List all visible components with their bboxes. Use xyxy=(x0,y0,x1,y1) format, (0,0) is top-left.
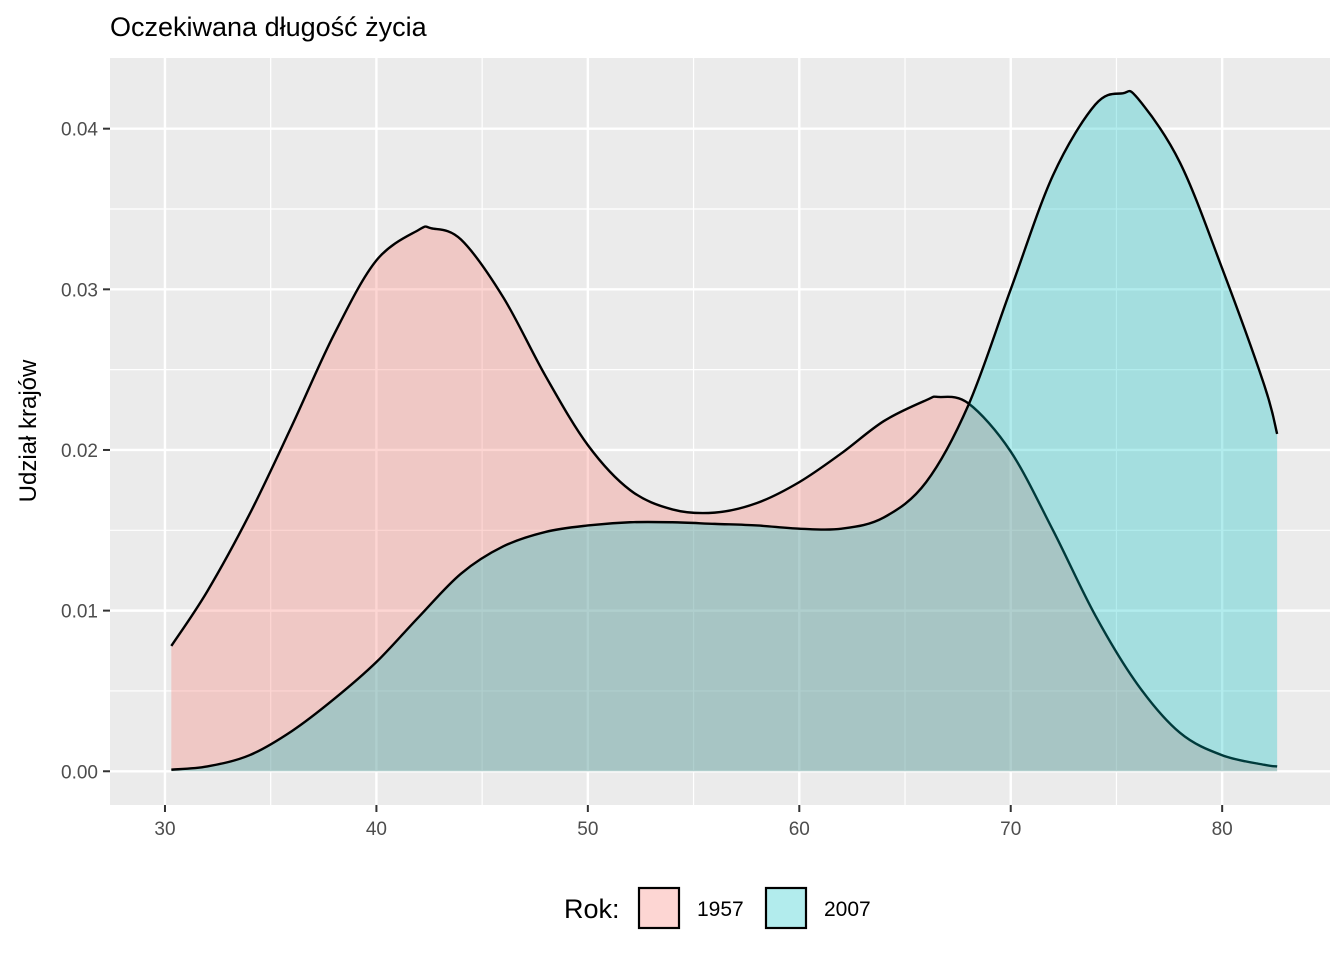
density-areas xyxy=(170,89,1279,772)
y-tick-label: 0.04 xyxy=(61,120,98,141)
legend: Rok: 1957 2007 xyxy=(564,886,871,930)
plot-panel xyxy=(110,58,1330,805)
x-tick-label: 70 xyxy=(1000,819,1021,840)
x-tick-label: 50 xyxy=(577,819,598,840)
x-tick-label: 40 xyxy=(366,819,387,840)
y-tick-label: 0.01 xyxy=(61,602,98,623)
legend-title: Rok: xyxy=(564,894,620,924)
x-tick-label: 30 xyxy=(154,819,175,840)
legend-label-2007: 2007 xyxy=(824,898,871,921)
legend-key-1957 xyxy=(637,886,681,930)
legend-key-2007 xyxy=(764,886,808,930)
chart-title: Oczekiwana długość życia xyxy=(110,12,428,42)
x-tick-label: 60 xyxy=(789,819,810,840)
y-axis-label: Udział krajów xyxy=(15,359,42,502)
y-axis: 0.00 0.01 0.02 0.03 0.04 xyxy=(61,120,110,783)
legend-item-1957: 1957 xyxy=(637,886,744,930)
y-tick-label: 0.00 xyxy=(61,762,98,783)
density-area-1957 xyxy=(171,226,1278,772)
major-gridlines xyxy=(110,58,1330,805)
y-tick-label: 0.03 xyxy=(61,280,98,301)
legend-item-2007: 2007 xyxy=(764,886,871,930)
density-line-2007 xyxy=(171,89,1279,771)
density-area-2007 xyxy=(171,91,1278,772)
density-line-1957 xyxy=(170,225,1278,768)
minor-gridlines xyxy=(110,58,1330,805)
legend-label-1957: 1957 xyxy=(697,898,744,921)
x-tick-label: 80 xyxy=(1212,819,1233,840)
y-tick-label: 0.02 xyxy=(61,441,98,462)
x-axis: 30 40 50 60 70 80 xyxy=(154,805,1233,840)
